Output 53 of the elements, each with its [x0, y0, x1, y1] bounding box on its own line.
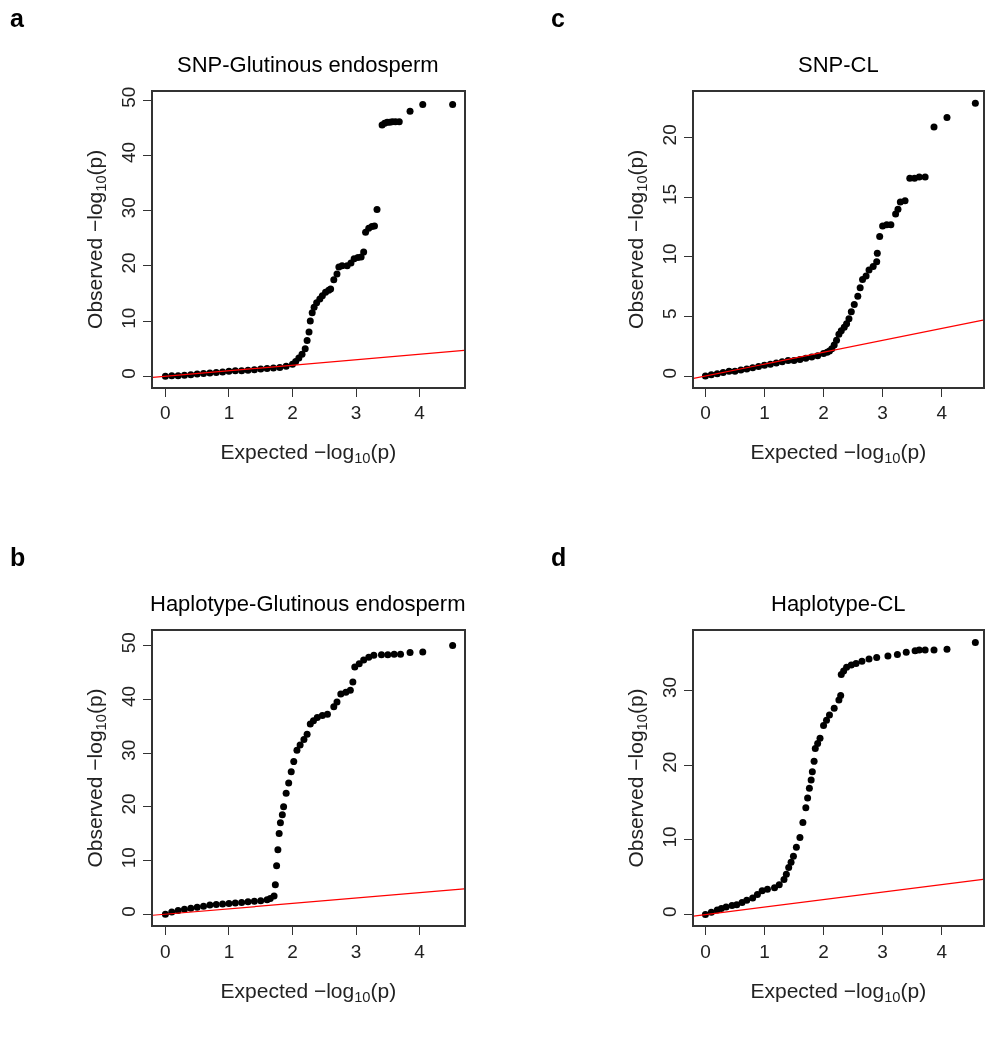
x-tick-label: 4 — [936, 402, 948, 424]
x-tick-label: 1 — [223, 402, 235, 424]
chart-title: Haplotype-CL — [771, 591, 906, 616]
y-tick-label: 30 — [118, 197, 140, 219]
x-axis-title: Expected −log$_{10}$(p) — [220, 440, 397, 467]
y-tick-label: 5 — [659, 308, 681, 319]
x-tick-label: 2 — [818, 402, 829, 424]
y-tick-label: 40 — [118, 685, 140, 707]
text: d — [551, 543, 567, 571]
x-tick-label: 3 — [877, 941, 888, 963]
y-tick-label: 20 — [118, 252, 140, 274]
x-tick-label: 2 — [287, 941, 298, 963]
x-tick-label: 3 — [350, 941, 362, 963]
x-tick-label: 3 — [877, 402, 888, 424]
y-tick-label: 0 — [118, 368, 140, 379]
y-tick-label: 15 — [659, 183, 681, 206]
y-tick-label: 30 — [659, 676, 681, 699]
y-tick-label: 30 — [118, 739, 140, 761]
y-tick-label: 0 — [659, 367, 681, 379]
x-tick-label: 3 — [350, 402, 362, 424]
chart-title: SNP-CL — [798, 52, 879, 77]
x-tick-label: 0 — [160, 941, 171, 963]
x-tick-label: 1 — [759, 402, 770, 424]
text: b — [10, 543, 26, 571]
x-tick-label: 0 — [700, 402, 711, 424]
chart-title: Haplotype-Glutinous endosperm — [150, 591, 466, 616]
y-tick-label: 20 — [659, 751, 681, 773]
text: c — [551, 4, 565, 32]
y-tick-label: 10 — [659, 826, 681, 848]
y-tick-label: 50 — [118, 632, 140, 654]
text: a — [10, 4, 25, 32]
y-tick-label: 10 — [659, 243, 681, 265]
x-tick-label: 0 — [700, 941, 711, 963]
y-tick-label: 40 — [118, 141, 140, 164]
x-tick-label: 4 — [414, 941, 426, 963]
y-tick-label: 20 — [659, 124, 681, 146]
x-tick-label: 1 — [223, 941, 235, 963]
y-tick-label: 20 — [118, 793, 140, 815]
y-tick-label: 0 — [659, 906, 681, 918]
chart-title: SNP-Glutinous endosperm — [177, 52, 439, 77]
y-tick-label: 0 — [118, 906, 140, 917]
x-tick-label: 0 — [160, 402, 171, 424]
y-tick-label: 10 — [118, 847, 140, 869]
x-axis-title: Expected −log$_{10}$(p) — [750, 440, 927, 467]
x-tick-label: 4 — [414, 402, 426, 424]
x-axis-title: Expected −log$_{10}$(p) — [220, 978, 397, 1006]
x-tick-label: 4 — [936, 941, 948, 963]
x-axis-title: Expected −log$_{10}$(p) — [750, 978, 927, 1006]
y-tick-label: 50 — [118, 86, 140, 108]
x-tick-label: 2 — [287, 402, 298, 424]
y-tick-label: 10 — [118, 307, 140, 329]
x-tick-label: 2 — [818, 941, 829, 963]
x-tick-label: 1 — [759, 941, 770, 963]
